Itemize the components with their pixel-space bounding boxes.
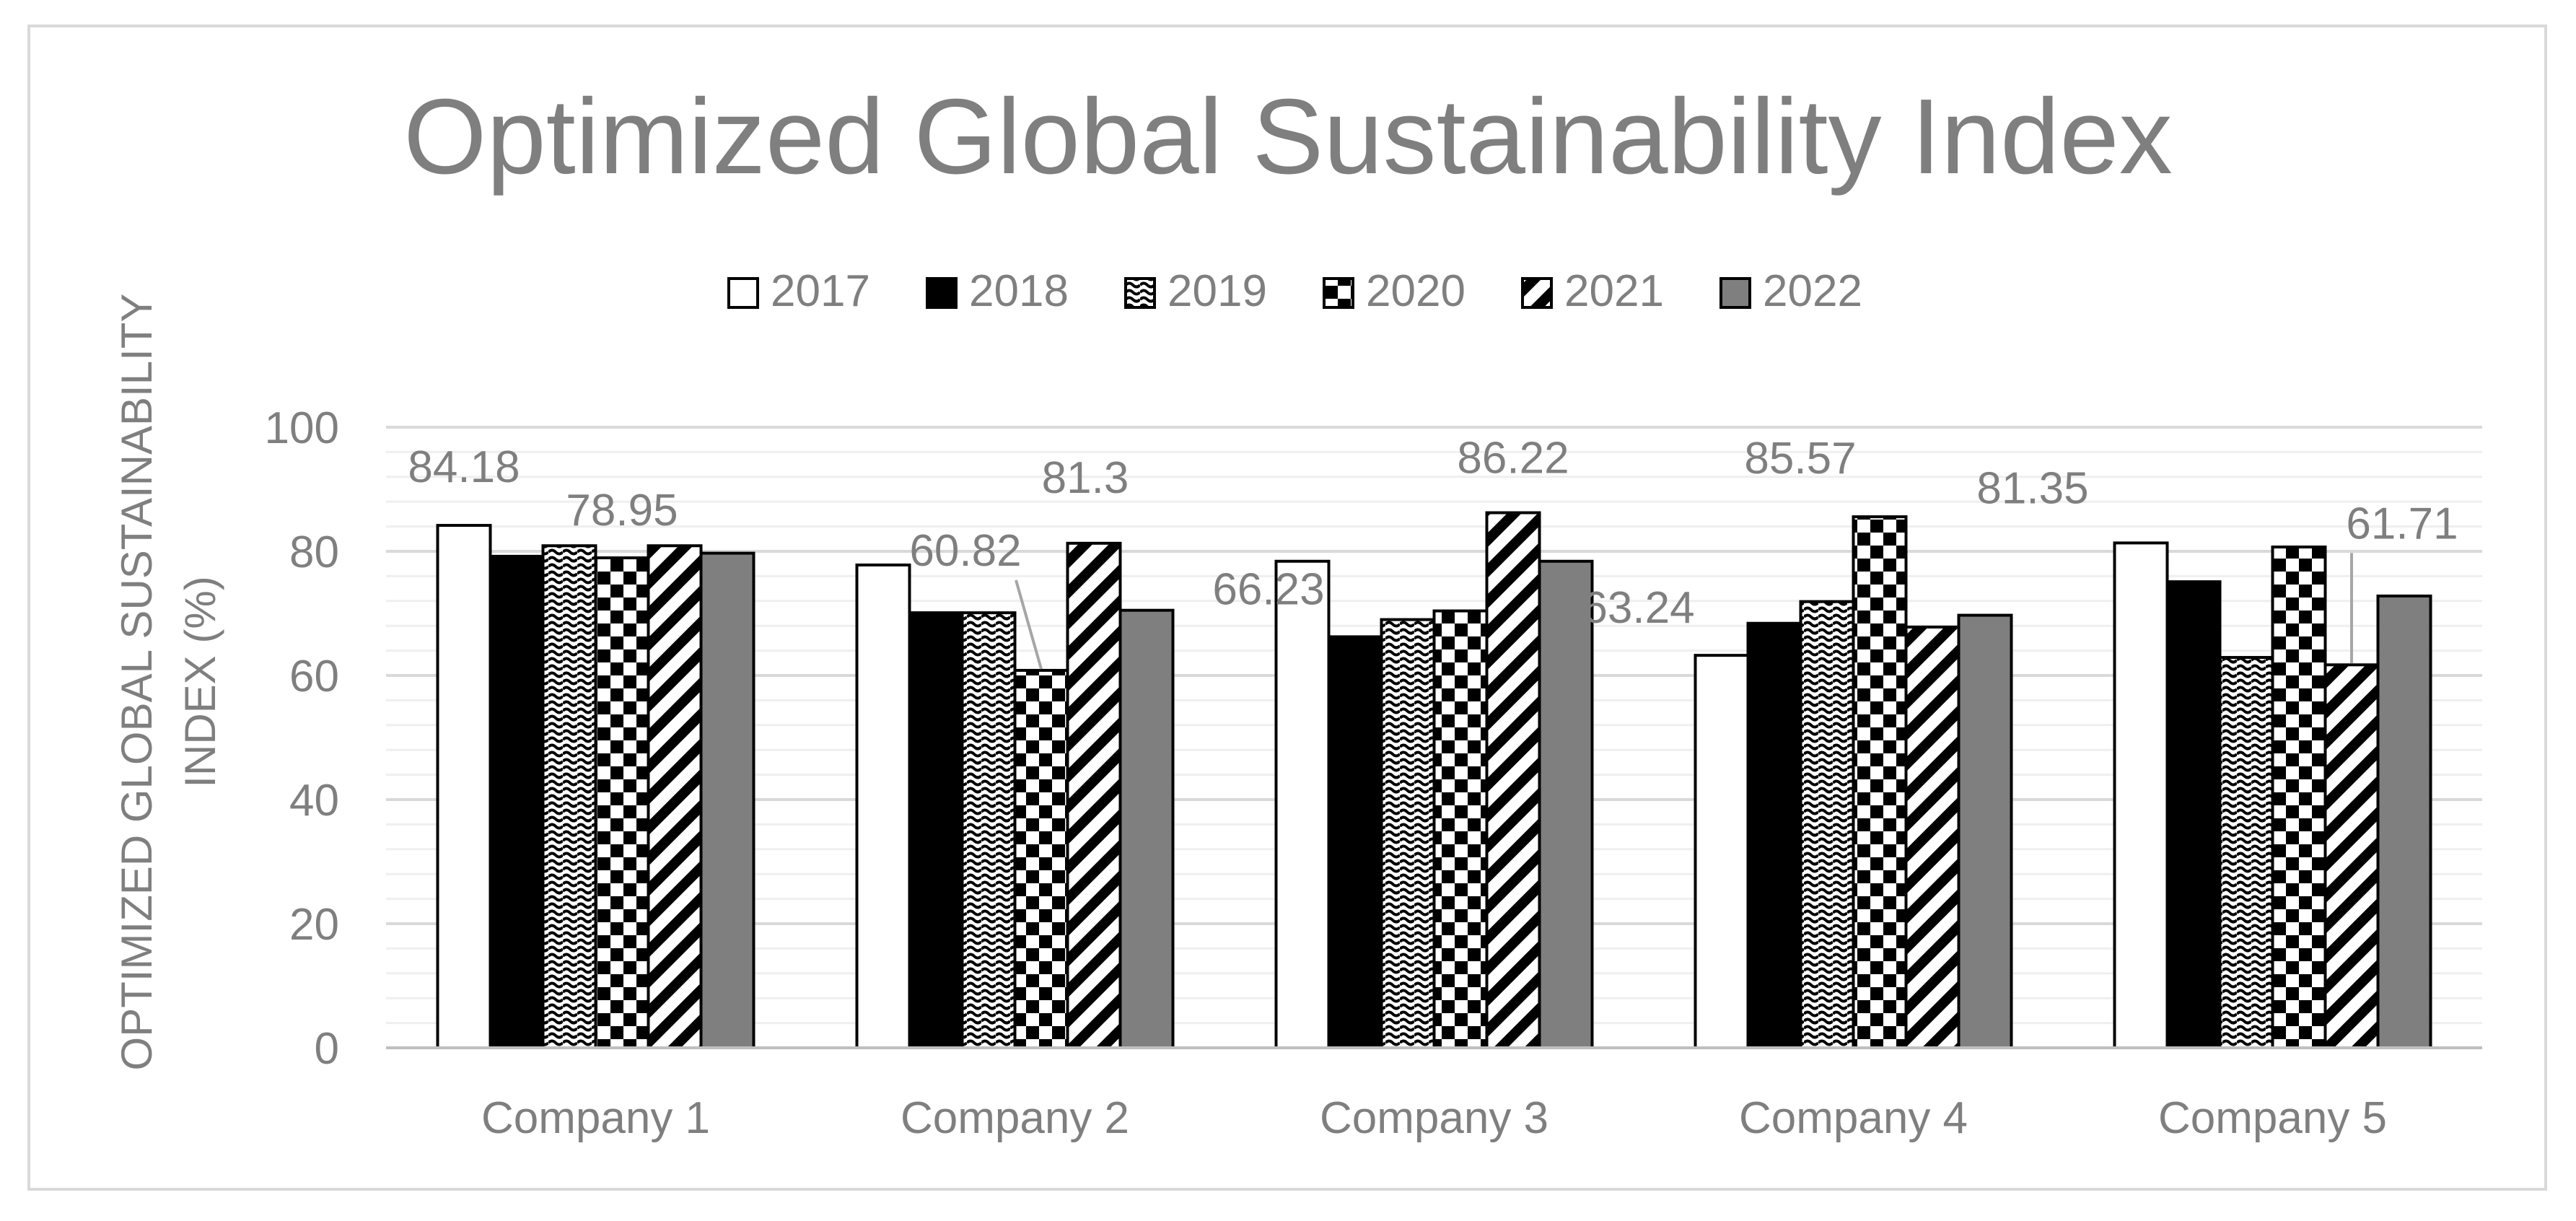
y-tick-label: 80 <box>289 528 339 577</box>
bar-company-3-2021 <box>1485 511 1541 1049</box>
data-label: 78.95 <box>566 486 678 535</box>
y-tick-label: 40 <box>289 776 339 826</box>
legend-swatch <box>926 277 958 309</box>
legend-swatch <box>1521 277 1553 309</box>
bar-company-1-2021 <box>647 544 703 1049</box>
legend: 2017 2018 2019 2020 2021 2022 <box>727 266 1862 316</box>
legend-item-2022: 2022 <box>1719 266 1862 316</box>
x-tick-label: Company 5 <box>2158 1093 2387 1143</box>
bar-company-3-2018 <box>1327 635 1383 1049</box>
bar-company-2-2017 <box>855 563 911 1049</box>
legend-item-2020: 2020 <box>1323 266 1466 316</box>
y-tick-label: 0 <box>315 1024 339 1074</box>
data-label: 66.23 <box>1212 564 1324 614</box>
bar-company-3-2019 <box>1380 618 1436 1049</box>
bar-company-1-2017 <box>436 524 492 1049</box>
legend-item-2019: 2019 <box>1124 266 1267 316</box>
bar-company-2-2022 <box>1118 608 1175 1049</box>
bar-company-1-2022 <box>699 551 755 1049</box>
bar-company-3-2017 <box>1274 559 1331 1049</box>
bar-company-4-2017 <box>1694 654 1750 1049</box>
legend-item-2017: 2017 <box>727 266 870 316</box>
data-label: 86.22 <box>1457 434 1569 483</box>
bar-company-1-2018 <box>489 554 545 1049</box>
data-label-leader-line <box>1015 579 1043 670</box>
bar-company-4-2018 <box>1746 621 1802 1049</box>
bar-company-5-2018 <box>2165 580 2222 1049</box>
legend-label: 2018 <box>969 266 1069 316</box>
y-tick-label: 20 <box>289 900 339 950</box>
bar-company-4-2021 <box>1904 625 1961 1049</box>
bar-company-5-2021 <box>2323 663 2380 1049</box>
data-label: 63.24 <box>1582 583 1694 633</box>
legend-swatch <box>1323 277 1354 309</box>
legend-label: 2019 <box>1167 266 1267 316</box>
y-axis-label: OPTIMIZED GLOBAL SUSTAINABILITY <box>113 294 161 1071</box>
x-tick-label: Company 4 <box>1739 1093 1968 1143</box>
bar-company-4-2019 <box>1799 600 1855 1049</box>
x-tick-label: Company 1 <box>481 1093 710 1143</box>
data-label: 81.35 <box>1976 463 2088 513</box>
legend-label: 2017 <box>771 266 870 316</box>
y-axis-label-line-2: INDEX (%) <box>176 576 224 787</box>
data-label: 60.82 <box>909 526 1021 576</box>
data-label: 61.71 <box>2346 499 2458 548</box>
bar-company-5-2022 <box>2376 594 2432 1049</box>
legend-item-2021: 2021 <box>1521 266 1664 316</box>
bar-company-4-2020 <box>1852 515 1908 1049</box>
bar-company-2-2021 <box>1066 541 1122 1049</box>
bar-company-5-2020 <box>2271 545 2327 1049</box>
y-tick-label: 100 <box>265 403 339 453</box>
data-label: 81.3 <box>1042 453 1129 503</box>
data-label: 85.57 <box>1744 434 1856 483</box>
y-axis: 0 20 40 60 80 100 <box>265 403 339 1074</box>
x-axis: Company 1 Company 2 Company 3 Company 4 Comp… <box>386 1046 2482 1143</box>
legend-swatch <box>1124 277 1156 309</box>
bar-company-2-2019 <box>960 611 1017 1049</box>
bar-company-5-2019 <box>2218 656 2274 1049</box>
legend-item-2018: 2018 <box>926 266 1069 316</box>
chart-title: Optimized Global Sustainability Index <box>403 77 2172 196</box>
data-labels: 84.18 78.95 60.82 81.3 66.23 86.22 63.24 85.57 8… <box>408 434 2458 670</box>
x-tick-label: Company 2 <box>901 1093 1129 1143</box>
bar-company-3-2020 <box>1432 609 1489 1049</box>
legend-swatch <box>1719 277 1751 309</box>
bar-company-1-2019 <box>541 544 597 1049</box>
legend-label: 2020 <box>1366 266 1466 316</box>
bar-company-3-2022 <box>1538 559 1594 1049</box>
bar-company-2-2018 <box>908 611 964 1049</box>
data-label: 84.18 <box>408 442 520 492</box>
legend-label: 2022 <box>1763 266 1862 316</box>
bar-company-5-2017 <box>2113 541 2169 1049</box>
bar-company-2-2020 <box>1013 668 1069 1049</box>
bar-company-1-2020 <box>594 556 650 1049</box>
legend-swatch <box>727 277 759 309</box>
y-tick-label: 60 <box>289 652 339 701</box>
bar-company-4-2022 <box>1957 613 2013 1049</box>
legend-label: 2021 <box>1564 266 1664 316</box>
x-tick-label: Company 3 <box>1320 1093 1548 1143</box>
